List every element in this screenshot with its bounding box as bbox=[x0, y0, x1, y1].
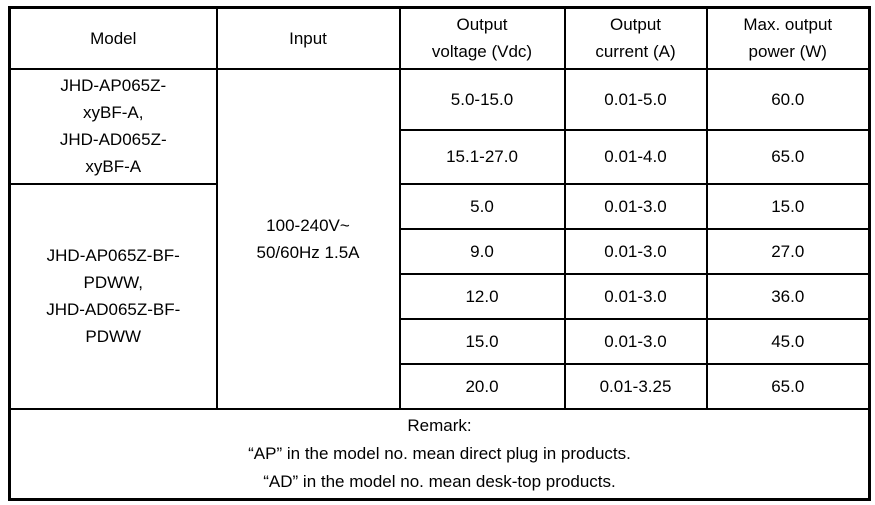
remark-text: Remark: “AP” in the model no. mean direc… bbox=[8, 407, 871, 501]
max-power-cell: 65.0 bbox=[705, 128, 871, 185]
power-spec-table: Model Input Output voltage (Vdc) Output … bbox=[8, 6, 871, 501]
output-voltage-cell: 15.0 bbox=[398, 317, 566, 365]
output-current-cell: 0.01-4.0 bbox=[563, 128, 708, 185]
output-current-cell: 0.01-3.0 bbox=[563, 317, 708, 365]
table-row: JHD-AP065Z-BF- PDWW, JHD-AD065Z-BF- PDWW… bbox=[8, 182, 871, 410]
input-spec-cell: 100-240V~ 50/60Hz 1.5A bbox=[215, 67, 401, 410]
table-row: 20.0 0.01-3.25 65.0 bbox=[10, 362, 871, 410]
table-row: 15.1-27.0 0.01-4.0 65.0 bbox=[10, 128, 871, 185]
max-power-cell: 15.0 bbox=[705, 182, 871, 230]
output-current-cell: 0.01-3.0 bbox=[563, 182, 708, 230]
output-current-cell: 0.01-5.0 bbox=[563, 67, 708, 131]
output-current-cell: 0.01-3.0 bbox=[563, 272, 708, 320]
max-power-cell: 45.0 bbox=[705, 317, 871, 365]
max-power-cell: 60.0 bbox=[705, 67, 871, 131]
table-row: JHD-AP065Z- xyBF-A, JHD-AD065Z- xyBF-A 1… bbox=[8, 67, 871, 410]
remark-row: Remark: “AP” in the model no. mean direc… bbox=[8, 407, 871, 501]
col-header-input: Input bbox=[215, 6, 401, 70]
output-voltage-cell: 5.0 bbox=[398, 182, 566, 230]
output-voltage-cell: 5.0-15.0 bbox=[398, 67, 566, 131]
output-current-cell: 0.01-3.0 bbox=[563, 227, 708, 275]
max-power-cell: 65.0 bbox=[705, 362, 871, 410]
output-voltage-cell: 9.0 bbox=[398, 227, 566, 275]
output-current-cell: 0.01-3.25 bbox=[563, 362, 708, 410]
model-group-2-cell: JHD-AP065Z-BF- PDWW, JHD-AD065Z-BF- PDWW bbox=[8, 182, 218, 410]
table-row: 9.0 0.01-3.0 27.0 bbox=[10, 227, 871, 275]
output-voltage-cell: 12.0 bbox=[398, 272, 566, 320]
col-header-max-power: Max. output power (W) bbox=[705, 6, 871, 70]
header-row: Model Input Output voltage (Vdc) Output … bbox=[8, 6, 871, 70]
output-voltage-cell: 20.0 bbox=[398, 362, 566, 410]
output-voltage-cell: 15.1-27.0 bbox=[398, 128, 566, 185]
col-header-output-current: Output current (A) bbox=[563, 6, 708, 70]
col-header-output-voltage: Output voltage (Vdc) bbox=[398, 6, 566, 70]
col-header-model: Model bbox=[8, 6, 218, 70]
table-row: 12.0 0.01-3.0 36.0 bbox=[10, 272, 871, 320]
model-group-1-cell: JHD-AP065Z- xyBF-A, JHD-AD065Z- xyBF-A bbox=[8, 67, 218, 185]
table-row: 15.0 0.01-3.0 45.0 bbox=[10, 317, 871, 365]
max-power-cell: 27.0 bbox=[705, 227, 871, 275]
max-power-cell: 36.0 bbox=[705, 272, 871, 320]
